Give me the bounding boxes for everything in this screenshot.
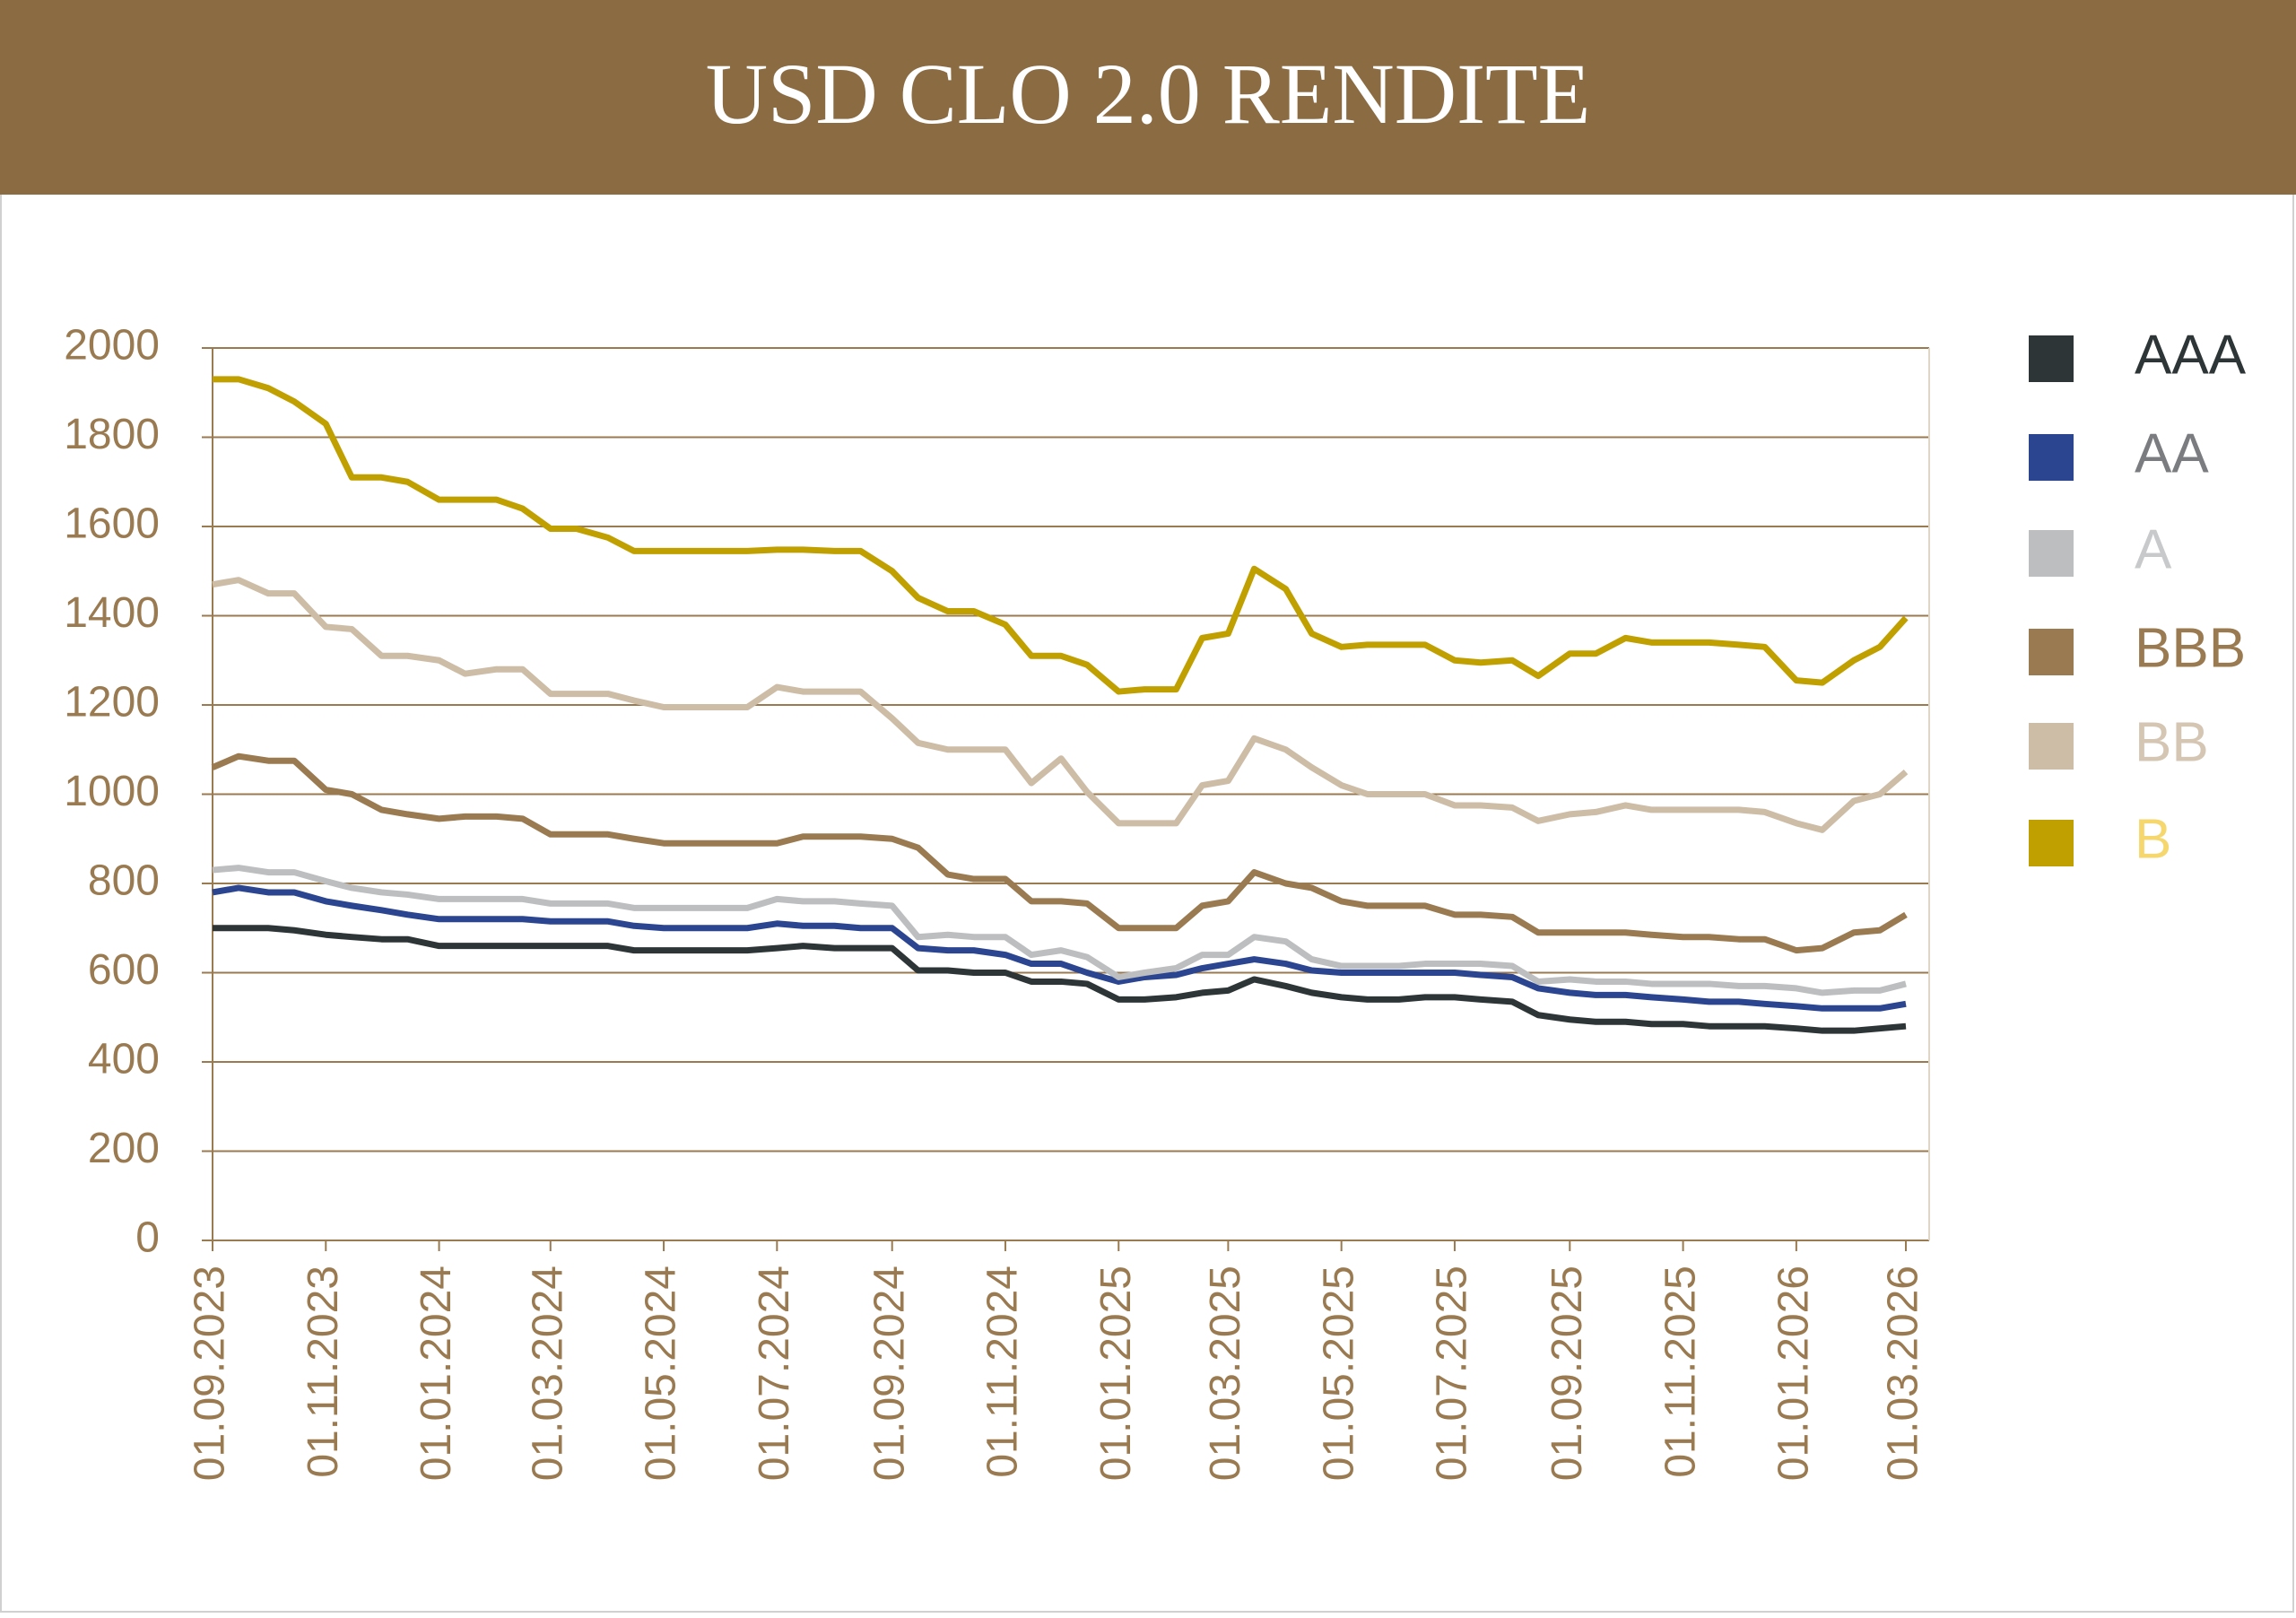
y-tick-label: 800 (88, 857, 160, 905)
series-line (211, 752, 1908, 954)
y-tick-label: 1200 (64, 679, 160, 726)
x-tick-label: 01.01.2025 (1092, 1266, 1140, 1481)
legend-label: A (2135, 518, 2172, 580)
legend-swatch (2029, 530, 2074, 577)
y-tick-label: 600 (88, 946, 160, 994)
x-tick-label: 01.09.2024 (865, 1266, 913, 1481)
x-tick-label: 01.11.2025 (1657, 1266, 1704, 1478)
legend-swatch (2029, 723, 2074, 770)
y-tick-label: 0 (135, 1214, 160, 1262)
legend-swatch (2029, 820, 2074, 866)
x-tick-label: 01.03.2026 (1880, 1266, 1927, 1481)
x-tick-label: 01.11.2023 (300, 1266, 347, 1478)
legend-label: BB (2135, 711, 2209, 773)
legend-label: B (2135, 808, 2171, 870)
x-tick-label: 01.11.2024 (979, 1266, 1027, 1478)
y-tick-label: 1400 (64, 589, 160, 637)
legend-label: AAA (2135, 324, 2247, 386)
x-tick-label: 01.03.2024 (524, 1266, 571, 1481)
legend-label: BBB (2135, 617, 2246, 679)
legend-label: AA (2135, 422, 2209, 484)
legend-swatch (2029, 434, 2074, 481)
legend-swatch (2029, 629, 2074, 675)
header-band (0, 0, 2296, 195)
y-tick-label: 1800 (64, 411, 160, 458)
x-tick-label: 01.01.2024 (413, 1266, 460, 1481)
y-tick-label: 1000 (64, 768, 160, 815)
series-line (212, 884, 1907, 1012)
x-tick-label: 01.09.2023 (187, 1266, 234, 1481)
x-tick-label: 01.01.2026 (1770, 1266, 1818, 1481)
series-line (213, 925, 1907, 1034)
series-line (213, 376, 1909, 695)
series-line (212, 865, 1907, 996)
x-tick-label: 01.05.2024 (638, 1266, 685, 1481)
series-line (212, 577, 1909, 833)
x-tick-label: 01.09.2025 (1544, 1266, 1591, 1481)
y-tick-label: 200 (88, 1125, 160, 1172)
x-tick-label: 01.03.2025 (1202, 1266, 1249, 1481)
x-tick-label: 01.07.2025 (1429, 1266, 1476, 1481)
legend-swatch (2029, 335, 2074, 382)
chart-title: USD CLO 2.0 RENDITE (706, 46, 1591, 142)
x-tick-label: 01.05.2025 (1315, 1266, 1362, 1481)
y-tick-label: 2000 (64, 322, 160, 370)
x-tick-label: 01.07.2024 (751, 1266, 798, 1481)
y-tick-label: 400 (88, 1036, 160, 1083)
y-tick-label: 1600 (64, 500, 160, 548)
